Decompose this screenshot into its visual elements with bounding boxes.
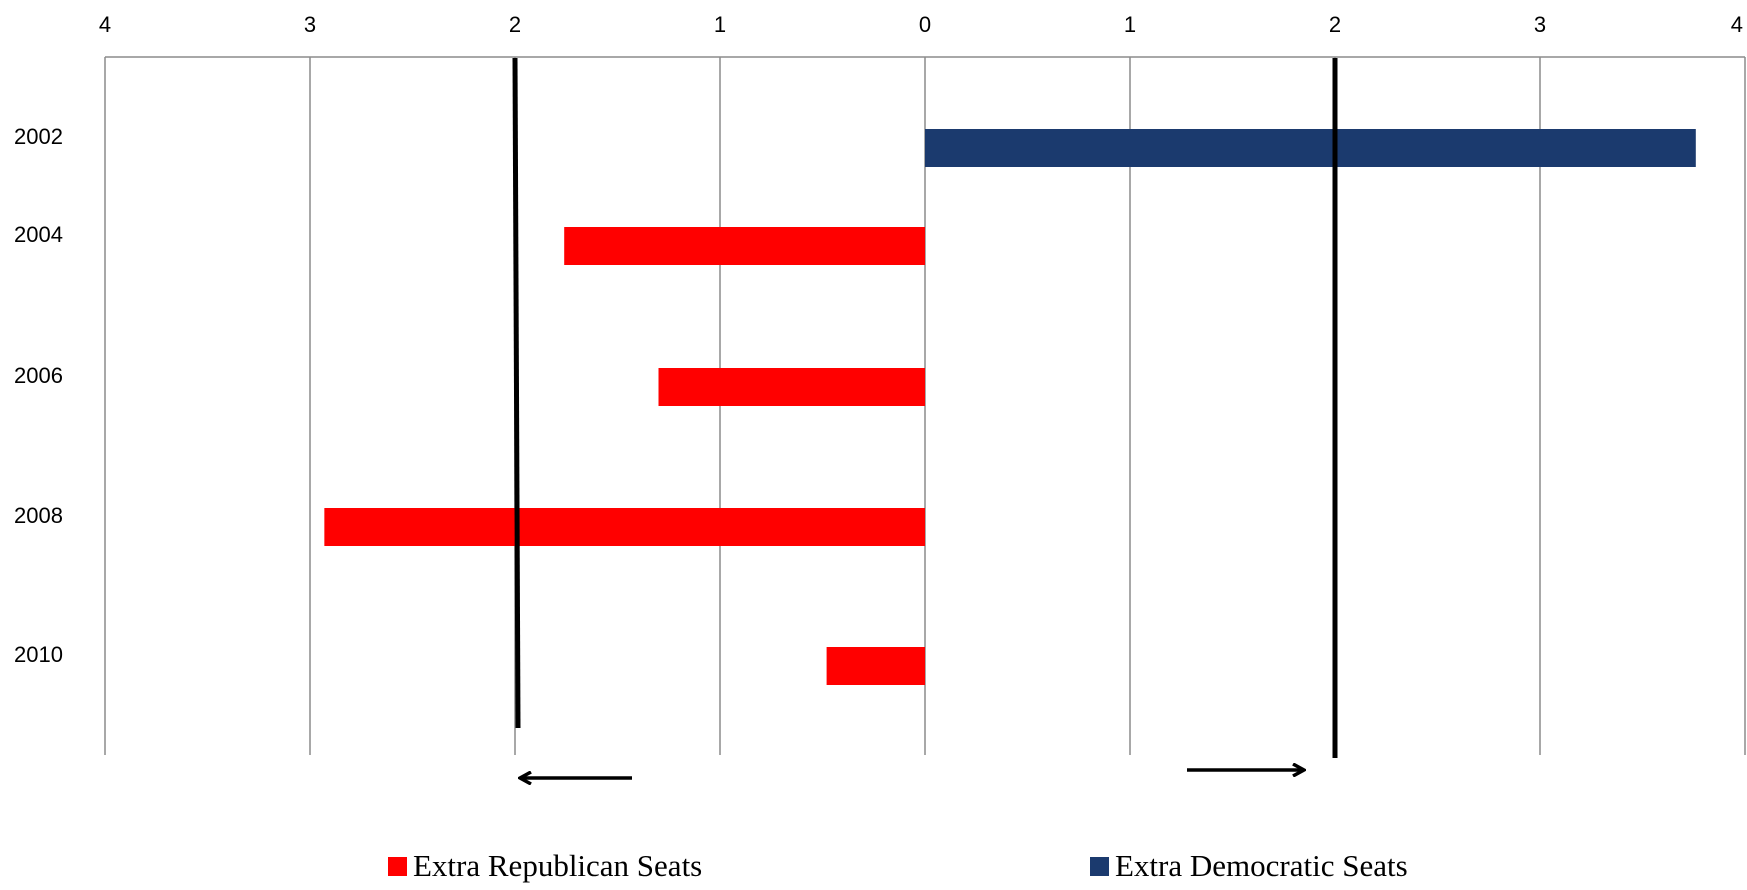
- bar-democratic: [925, 129, 1696, 167]
- x-tick-label: 0: [919, 12, 931, 37]
- x-tick-label: 4: [99, 12, 111, 37]
- y-tick-label: 2004: [14, 222, 63, 247]
- legend-item-democratic: Extra Democratic Seats: [1090, 848, 1408, 884]
- legend-swatch-democratic: [1090, 856, 1109, 876]
- bar-republican: [826, 647, 925, 685]
- legend-label-republican: Extra Republican Seats: [413, 848, 703, 883]
- y-tick-label: 2008: [14, 503, 63, 528]
- legend: Extra Republican Seats Extra Democratic …: [0, 848, 1747, 884]
- reference-line-left: [512, 57, 521, 729]
- legend-swatch-republican: [388, 856, 407, 876]
- x-tick-label: 2: [1329, 12, 1341, 37]
- x-tick-label: 2: [509, 12, 521, 37]
- bar-republican: [658, 368, 925, 406]
- y-tick-label: 2010: [14, 642, 63, 667]
- legend-item-republican: Extra Republican Seats: [388, 848, 702, 884]
- x-tick-label: 1: [1124, 12, 1136, 37]
- y-tick-label: 2006: [14, 363, 63, 388]
- x-tick-label: 3: [304, 12, 316, 37]
- x-tick-label: 3: [1534, 12, 1546, 37]
- bar-republican: [324, 508, 926, 546]
- x-tick-label: 4: [1731, 12, 1743, 37]
- y-tick-label: 2002: [14, 124, 63, 149]
- legend-label-democratic: Extra Democratic Seats: [1115, 848, 1408, 883]
- bar-republican: [564, 227, 925, 265]
- x-tick-label: 1: [714, 12, 726, 37]
